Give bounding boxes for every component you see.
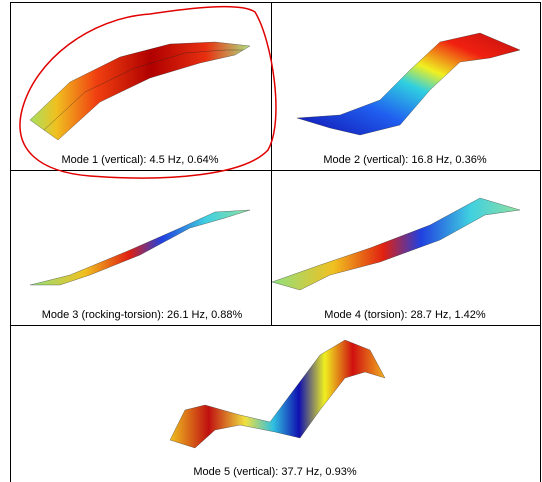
- mode-2-shape: [297, 33, 520, 135]
- caption: Mode 5 (vertical): 37.7 Hz, 0.93%: [193, 466, 356, 478]
- caption: Mode 3 (rocking-torsion): 26.1 Hz, 0.88%: [42, 309, 243, 321]
- figure: Mode 1 (vertical): 4.5 Hz, 0.64% Mode 2 …: [0, 0, 542, 482]
- mode-1-shape: [30, 42, 250, 140]
- annotation-ellipse: [20, 7, 276, 178]
- mode-5-shape: [170, 340, 385, 448]
- mode-3-shape: [30, 210, 250, 285]
- mode-4-shape: [272, 198, 520, 290]
- caption: Mode 4 (torsion): 28.7 Hz, 1.42%: [324, 309, 486, 321]
- caption: Mode 1 (vertical): 4.5 Hz, 0.64%: [61, 154, 218, 166]
- caption: Mode 2 (vertical): 16.8 Hz, 0.36%: [323, 154, 486, 166]
